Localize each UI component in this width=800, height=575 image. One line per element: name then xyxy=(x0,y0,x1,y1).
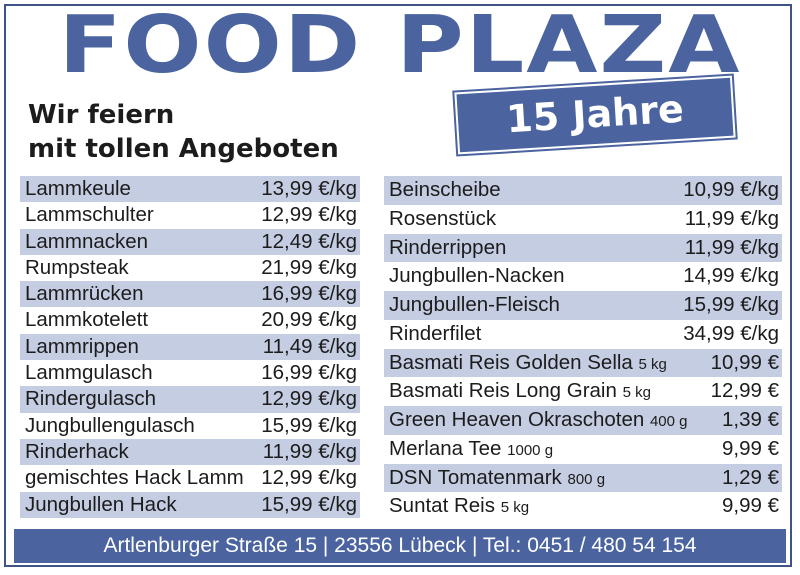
item-price: 12,99 €/kg xyxy=(261,387,357,411)
item-name: Lammnacken xyxy=(25,229,149,253)
price-row: Lammkeule 13,99 €/kg xyxy=(20,176,360,203)
item-quantity: 5 kg xyxy=(638,355,667,373)
item-name: Jungbullen Hack xyxy=(25,492,177,516)
item-name: gemischtes Hack Lamm xyxy=(25,466,244,490)
price-row: Lammrippen 11,49 €/kg xyxy=(20,333,360,361)
item-price: 10,99 € xyxy=(710,350,779,374)
tagline-line-1: Wir feiern xyxy=(28,100,175,130)
item-name: Jungbullen-Nacken xyxy=(389,264,565,288)
price-row: DSN Tomatenmark 800 g 1,29 € xyxy=(384,463,782,493)
price-row: Lammgulasch 16,99 €/kg xyxy=(20,360,360,386)
item-price: 12,49 €/kg xyxy=(261,229,357,253)
item-quantity: 1000 g xyxy=(507,441,554,459)
item-price: 1,29 € xyxy=(722,465,779,489)
item-name: Jungbullen-Fleisch xyxy=(389,293,560,316)
item-price: 11,99 €/kg xyxy=(262,439,357,463)
store-title: FOOD PLAZA xyxy=(58,0,742,92)
item-name: Green Heaven Okraschoten 400 g xyxy=(389,408,688,431)
price-row: Rumpsteak 21,99 €/kg xyxy=(20,255,360,281)
price-row: Lammrücken 16,99 €/kg xyxy=(20,281,360,308)
address-footer: Artlenburger Straße 15 | 23556 Lübeck | … xyxy=(14,529,786,563)
item-price: 9,99 € xyxy=(722,494,779,518)
price-row: Suntat Reis 5 kg 9,99 € xyxy=(384,492,782,521)
item-name: Rosenstück xyxy=(389,206,497,230)
item-price: 12,99 €/kg xyxy=(261,203,357,227)
item-price: 20,99 €/kg xyxy=(261,308,357,332)
item-price: 9,99 € xyxy=(722,436,779,460)
item-name: Lammkeule xyxy=(25,177,131,200)
ad-frame xyxy=(4,4,792,567)
price-list-right: Beinscheibe 10,99 €/kg Rosenstück 11,99 €/… xyxy=(384,176,782,521)
price-row: Lammkotelett 20,99 €/kg xyxy=(20,307,360,333)
item-quantity: 5 kg xyxy=(622,384,651,402)
price-row: Lammschulter 12,99 €/kg xyxy=(20,202,360,228)
price-row: Green Heaven Okraschoten 400 g 1,39 € xyxy=(384,406,782,435)
item-price: 12,99 €/kg xyxy=(261,466,357,490)
item-name: Rinderhack xyxy=(25,439,129,463)
item-price: 11,99 €/kg xyxy=(684,206,779,230)
item-name: Rumpsteak xyxy=(25,255,129,279)
item-price: 14,99 €/kg xyxy=(683,264,779,288)
item-price: 10,99 €/kg xyxy=(683,178,779,201)
item-name: Lammgulasch xyxy=(25,361,153,385)
item-price: 12,99 € xyxy=(710,379,779,403)
tagline: Wir feiern mit tollen Angeboten xyxy=(28,98,339,166)
price-list-left: Lammkeule 13,99 €/kg Lammschulter 12,99 €/… xyxy=(20,176,360,518)
item-price: 21,99 €/kg xyxy=(261,255,357,279)
item-name: Lammrücken xyxy=(25,282,144,306)
price-row: Rindergulasch 12,99 €/kg xyxy=(20,386,360,413)
item-quantity: 800 g xyxy=(567,470,606,488)
price-row: Rinderrippen 11,99 €/kg xyxy=(384,233,782,263)
price-row: Basmati Reis Golden Sella 5 kg 10,99 € xyxy=(384,348,782,378)
price-row: Basmati Reis Long Grain 5 kg 12,99 € xyxy=(384,377,782,406)
item-name: Jungbullengulasch xyxy=(25,413,195,437)
tagline-line-2: mit tollen Angeboten xyxy=(28,134,339,164)
item-price: 11,99 €/kg xyxy=(684,235,779,259)
item-price: 16,99 €/kg xyxy=(261,361,357,385)
item-name: Lammrippen xyxy=(25,334,139,358)
price-row: Jungbullen-Nacken 14,99 €/kg xyxy=(384,262,782,291)
item-price: 34,99 €/kg xyxy=(683,321,779,345)
item-quantity: 400 g xyxy=(649,413,688,430)
item-quantity: 5 kg xyxy=(500,499,530,517)
item-name: Rindergulasch xyxy=(25,387,157,411)
item-name: DSN Tomatenmark 800 g xyxy=(389,465,606,489)
item-name: Merlana Tee 1000 g xyxy=(389,436,554,460)
price-row: Rinderfilet 34,99 €/kg xyxy=(384,320,782,349)
item-price: 13,99 €/kg xyxy=(261,177,357,200)
item-price: 15,99 €/kg xyxy=(261,492,357,516)
item-name: Basmati Reis Long Grain 5 kg xyxy=(389,379,651,403)
item-price: 16,99 €/kg xyxy=(261,282,357,306)
price-row: Rosenstück 11,99 €/kg xyxy=(384,205,782,234)
price-row: gemischtes Hack Lamm 12,99 €/kg xyxy=(20,465,360,491)
price-row: Merlana Tee 1000 g 9,99 € xyxy=(384,435,782,464)
item-price: 1,39 € xyxy=(722,408,779,431)
item-price: 11,49 €/kg xyxy=(262,334,357,358)
item-price: 15,99 €/kg xyxy=(261,413,357,437)
item-name: Lammkotelett xyxy=(25,308,149,332)
item-name: Basmati Reis Golden Sella 5 kg xyxy=(389,350,667,374)
price-row: Jungbullengulasch 15,99 €/kg xyxy=(20,413,360,439)
item-name: Lammschulter xyxy=(25,203,154,227)
item-name: Rinderfilet xyxy=(389,321,482,345)
price-row: Rinderhack 11,99 €/kg xyxy=(20,438,360,466)
price-row: Jungbullen-Fleisch 15,99 €/kg xyxy=(384,291,782,320)
price-row: Jungbullen Hack 15,99 €/kg xyxy=(20,491,360,518)
item-name: Rinderrippen xyxy=(389,235,507,259)
item-name: Beinscheibe xyxy=(389,178,501,201)
item-price: 15,99 €/kg xyxy=(683,293,779,316)
price-row: Beinscheibe 10,99 €/kg xyxy=(384,176,782,205)
item-name: Suntat Reis 5 kg xyxy=(389,494,530,518)
price-row: Lammnacken 12,49 €/kg xyxy=(20,228,360,255)
